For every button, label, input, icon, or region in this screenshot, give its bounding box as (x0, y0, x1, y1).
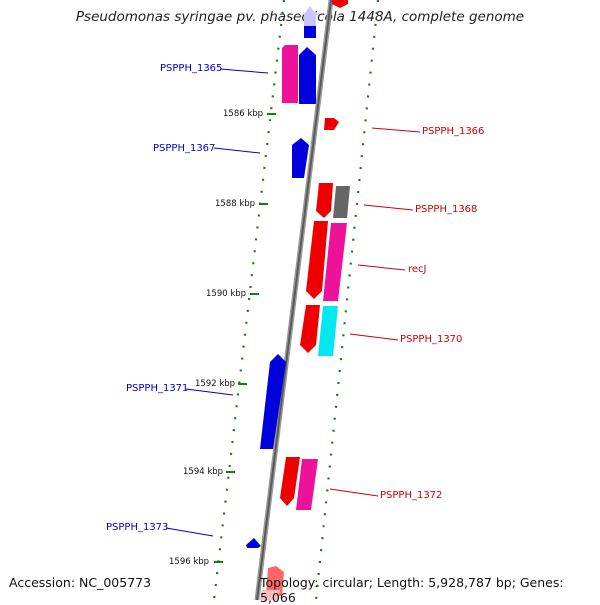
kbp-label-1588: 1588 kbp (215, 199, 255, 209)
gene-label-pspph1368[interactable]: PSPPH_1368 (415, 204, 477, 215)
gene-arrow-pspph1366[interactable] (324, 118, 339, 130)
gene-label-pspph1373[interactable]: PSPPH_1373 (106, 522, 168, 533)
gene-arrow-recJ-pink[interactable] (323, 223, 347, 301)
kbp-ticks (214, 113, 276, 563)
genes-left-track (246, 6, 316, 548)
gene-arrow-pspph1368-red[interactable] (316, 183, 333, 218)
gene-label-recJ[interactable]: recJ (408, 264, 427, 275)
gene-arrow-pspph1365-blue[interactable] (299, 47, 316, 104)
leader-lines-right (329, 127, 421, 497)
gene-label-pspph1370[interactable]: PSPPH_1370 (400, 334, 462, 345)
gene-arrow-recJ-red[interactable] (306, 221, 328, 299)
kbp-label-1592: 1592 kbp (195, 379, 235, 389)
gene-arrow-pspph1372-red[interactable] (280, 457, 300, 506)
gene-label-pspph1372[interactable]: PSPPH_1372 (380, 490, 442, 501)
gene-arrow-pspph1372-pink[interactable] (296, 459, 318, 510)
gene-arrow-pspph1365-pink[interactable] (282, 45, 298, 103)
backbone (254, 0, 334, 600)
kbp-label-1594: 1594 kbp (183, 467, 223, 477)
dotted-guides (212, 0, 380, 600)
gene-label-pspph1371[interactable]: PSPPH_1371 (126, 383, 188, 394)
gene-labels-right: PSPPH_1366 PSPPH_1368 recJ PSPPH_1370 PS… (380, 126, 484, 501)
gene-arrow-pspph1367[interactable] (292, 138, 309, 178)
gene-label-pspph1365[interactable]: PSPPH_1365 (160, 63, 222, 74)
gene-arrow-bottom-red[interactable] (266, 566, 284, 596)
gene-arrow-bottom-pink[interactable] (260, 590, 280, 600)
gene-labels-left: PSPPH_1365 PSPPH_1367 PSPPH_1371 PSPPH_1… (106, 63, 222, 533)
kbp-label-1596: 1596 kbp (169, 557, 209, 567)
gene-label-pspph1366[interactable]: PSPPH_1366 (422, 126, 484, 137)
gene-arrow-pspph1371[interactable] (260, 354, 286, 449)
kbp-label-1586: 1586 kbp (223, 109, 263, 119)
topology-text: Topology: circular; Length: 5,928,787 bp… (260, 575, 564, 605)
kbp-labels: 1586 kbp 1588 kbp 1590 kbp 1592 kbp 1594… (169, 109, 263, 567)
gene-label-pspph1367[interactable]: PSPPH_1367 (153, 143, 215, 154)
accession-text: Accession: NC_005773 (9, 575, 152, 590)
leader-lines-left (165, 68, 269, 537)
gene-arrow-pspph1370-cyan[interactable] (318, 306, 338, 356)
map-title: Pseudomonas syringae pv. phaseolicola 14… (75, 9, 525, 25)
genes-right-track (260, 0, 350, 600)
kbp-label-1590: 1590 kbp (206, 289, 246, 299)
gene-arrow-pspph1370-red[interactable] (300, 305, 320, 353)
gene-arrow-top-red[interactable] (332, 0, 348, 8)
gene-arrow-pspph1368-gray[interactable] (333, 186, 350, 218)
gene-arrow-top-blue[interactable] (304, 26, 316, 38)
gene-arrow-pspph1373[interactable] (246, 538, 261, 548)
